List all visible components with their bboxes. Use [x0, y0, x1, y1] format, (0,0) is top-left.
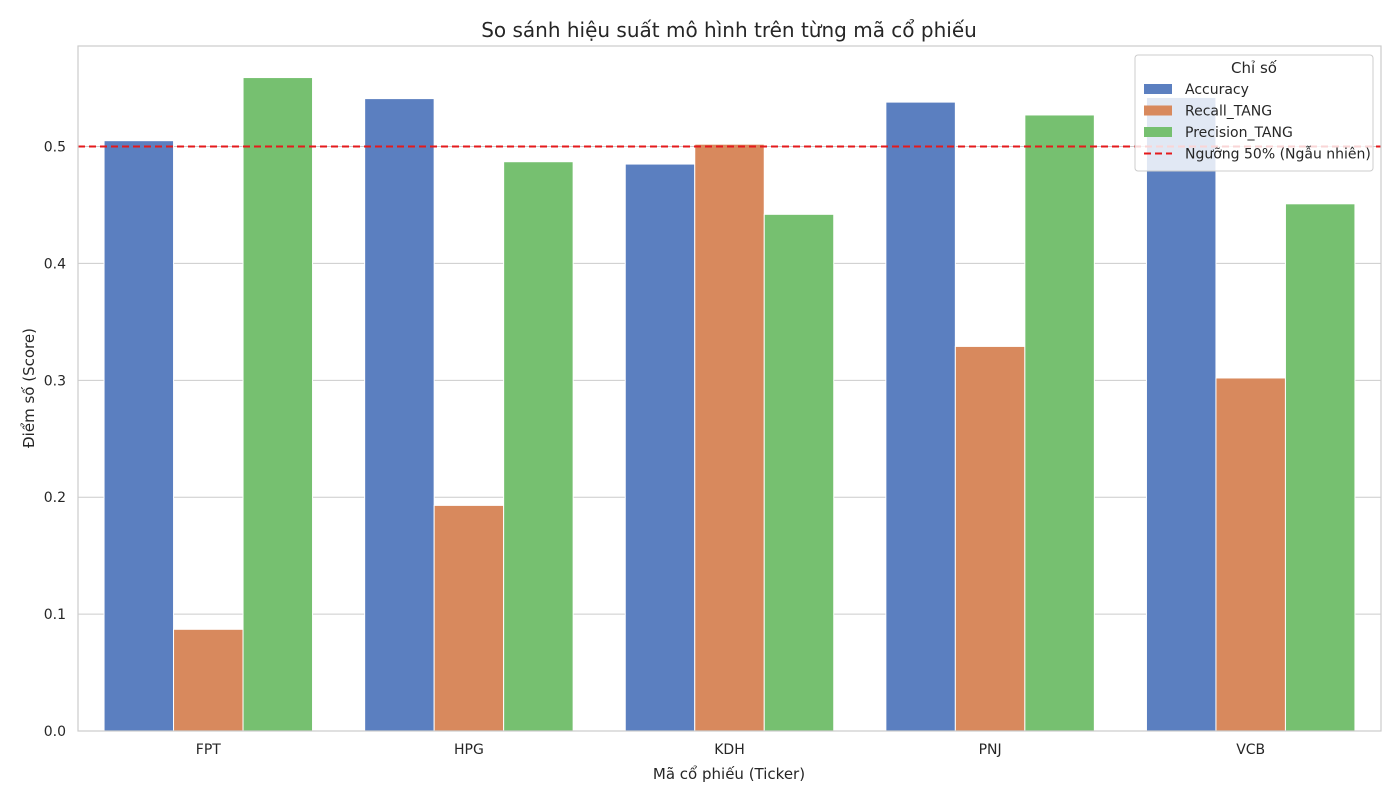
legend-swatch-accuracy	[1144, 84, 1172, 94]
bar-recall-tang-vcb	[1215, 377, 1286, 732]
y-tick-label: 0.0	[44, 724, 66, 740]
bar-recall-tang-kdh	[694, 143, 765, 732]
legend-label: Precision_TANG	[1185, 125, 1293, 141]
bar-precision-tang-hpg	[503, 161, 574, 732]
bar-recall-tang-pnj	[954, 345, 1026, 732]
y-tick-label: 0.4	[44, 256, 66, 272]
bar-accuracy-fpt	[103, 140, 175, 732]
y-axis-label: Điểm số (Score)	[20, 328, 38, 448]
bar-accuracy-hpg	[364, 98, 435, 732]
legend-title: Chỉ số	[1231, 59, 1278, 77]
x-axis-label: Mã cổ phiếu (Ticker)	[653, 765, 805, 783]
bar-precision-tang-fpt	[242, 77, 314, 732]
y-tick-label: 0.1	[44, 607, 66, 623]
x-tick-label: FPT	[196, 742, 221, 758]
legend-label: Ngưỡng 50% (Ngẫu nhiên)	[1185, 146, 1371, 163]
bars	[103, 77, 1356, 732]
bar-accuracy-pnj	[885, 101, 956, 732]
chart-title: So sánh hiệu suất mô hình trên từng mã c…	[481, 18, 977, 42]
legend-swatch-precision-tang	[1144, 127, 1172, 137]
legend-box	[1134, 54, 1374, 172]
legend-label: Accuracy	[1185, 82, 1249, 98]
bar-recall-tang-fpt	[173, 628, 244, 732]
bar-accuracy-vcb	[1145, 96, 1217, 732]
x-tick-label: VCB	[1236, 742, 1265, 758]
legend-swatch-recall-tang	[1144, 105, 1172, 116]
y-tick-label: 0.3	[44, 373, 66, 389]
bar-precision-tang-pnj	[1024, 114, 1095, 732]
plot-frame	[77, 45, 1382, 732]
legend: Chỉ số Accuracy Recall_TANG Precision_TANG N…	[1134, 54, 1374, 172]
x-tick-label: PNJ	[979, 742, 1002, 758]
x-ticks: FPT HPG KDH PNJ VCB	[196, 742, 1265, 758]
y-ticks: 0.0 0.1 0.2 0.3 0.4 0.5	[44, 140, 66, 740]
bar-precision-tang-kdh	[763, 213, 835, 732]
y-tick-label: 0.5	[44, 140, 66, 156]
x-tick-label: KDH	[714, 742, 745, 758]
bar-recall-tang-hpg	[433, 504, 505, 732]
y-tick-label: 0.2	[44, 490, 66, 506]
legend-label: Recall_TANG	[1185, 104, 1272, 120]
x-tick-label: HPG	[454, 742, 484, 758]
bar-accuracy-kdh	[624, 163, 696, 732]
bar-precision-tang-vcb	[1284, 203, 1356, 732]
